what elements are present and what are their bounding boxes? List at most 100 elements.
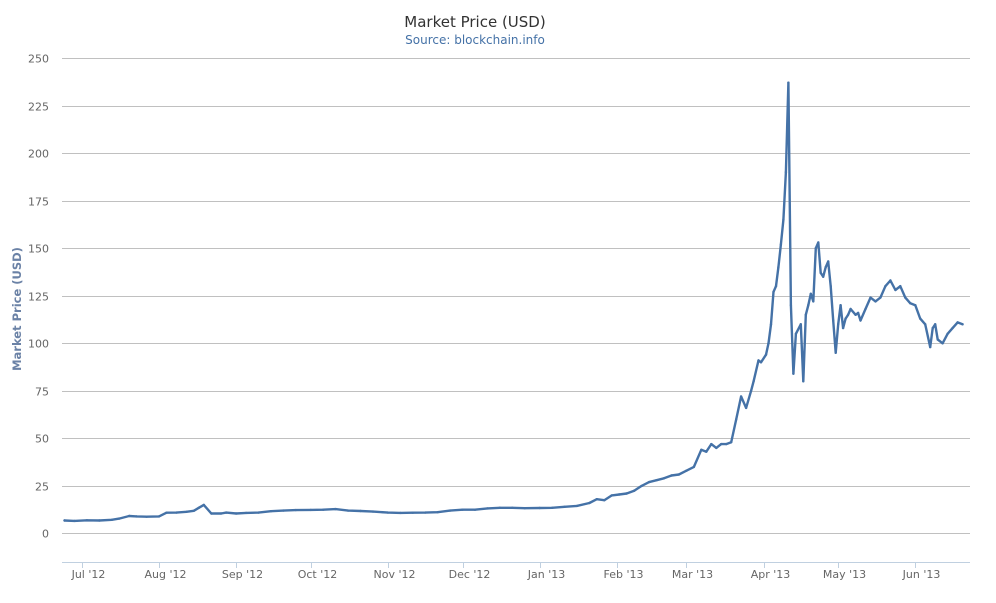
y-tick-label: 150 [28, 243, 49, 256]
data-point [720, 442, 723, 446]
data-point [73, 519, 76, 523]
y-tick-label: 225 [28, 101, 49, 114]
data-point [799, 323, 802, 326]
data-point [919, 317, 922, 320]
y-tick-label: 100 [28, 338, 49, 351]
data-point [837, 323, 840, 326]
data-point [951, 326, 954, 330]
x-tick-label: Mar '13 [672, 568, 713, 581]
data-point [269, 510, 273, 513]
data-point [710, 442, 713, 446]
data-point [359, 509, 362, 513]
series-layer [63, 81, 964, 523]
data-point [700, 448, 703, 451]
data-point [735, 418, 738, 421]
data-point [257, 511, 260, 514]
data-point [739, 395, 743, 398]
data-point [135, 515, 138, 518]
data-point [685, 469, 688, 472]
y-axis-tick-labels: 0 25 50 75 100 125 150 175 200 225 250 [28, 53, 49, 541]
data-point [647, 480, 651, 484]
data-point [884, 285, 887, 288]
data-point [63, 519, 66, 522]
data-point [625, 492, 628, 495]
x-tick-label: Jun '13 [902, 568, 941, 581]
data-point [730, 441, 733, 444]
data-point [832, 319, 835, 322]
data-point [817, 241, 820, 244]
data-point [829, 285, 832, 288]
data-point [618, 493, 621, 496]
data-point [757, 359, 760, 362]
x-tick-label: May '13 [823, 568, 866, 581]
data-point [827, 260, 830, 263]
y-tick-label: 200 [28, 148, 49, 161]
data-point [575, 504, 579, 508]
data-point [854, 313, 857, 316]
x-tick-label: Jan '13 [527, 568, 565, 581]
data-point [448, 509, 452, 512]
data-point [839, 304, 842, 307]
y-tick-label: 50 [35, 433, 49, 446]
data-point [779, 243, 783, 246]
data-point [157, 515, 161, 518]
data-point [633, 489, 636, 492]
data-point [929, 345, 932, 349]
data-point [411, 511, 414, 514]
data-point [777, 266, 780, 269]
data-point [175, 511, 178, 514]
data-point [640, 484, 643, 488]
data-point [809, 292, 812, 295]
data-point [789, 304, 793, 307]
data-point [856, 311, 860, 315]
data-point [819, 271, 822, 275]
data-point [118, 517, 121, 520]
data-point [705, 450, 708, 453]
data-point [749, 389, 753, 392]
data-point [802, 380, 805, 383]
data-point [202, 503, 205, 507]
data-point [523, 507, 526, 510]
data-point [822, 275, 825, 278]
data-point [98, 519, 101, 522]
data-point [899, 285, 902, 288]
data-point [909, 302, 912, 305]
data-point [774, 285, 778, 288]
data-point [234, 512, 238, 515]
data-point [879, 296, 882, 299]
x-tick-label: Jul '12 [71, 568, 106, 581]
data-point [282, 509, 285, 512]
y-tick-label: 25 [35, 481, 49, 494]
data-point [787, 81, 790, 84]
data-point [841, 326, 845, 330]
data-point [936, 338, 939, 341]
data-point [603, 499, 606, 502]
data-point [165, 511, 168, 514]
data-point [849, 307, 852, 311]
data-points [63, 81, 964, 523]
data-point [946, 332, 949, 335]
data-point [769, 323, 773, 326]
data-point [824, 266, 827, 269]
data-point [812, 300, 815, 303]
data-point [744, 406, 748, 410]
data-point [864, 307, 867, 311]
x-tick-label: Sep '12 [222, 568, 263, 581]
data-point [511, 506, 514, 509]
data-point [185, 510, 188, 513]
y-tick-label: 250 [28, 53, 49, 66]
data-point [814, 247, 817, 250]
data-point [759, 361, 763, 364]
data-point [844, 317, 847, 320]
data-point [782, 218, 785, 221]
data-point [436, 511, 439, 514]
data-point [662, 477, 666, 480]
data-point [655, 479, 658, 482]
data-point [225, 511, 228, 514]
data-point [85, 519, 89, 522]
data-point [941, 342, 944, 345]
data-point [110, 518, 114, 521]
x-tick-label: Aug '12 [145, 568, 187, 581]
chart-title: Market Price (USD) [404, 13, 545, 31]
